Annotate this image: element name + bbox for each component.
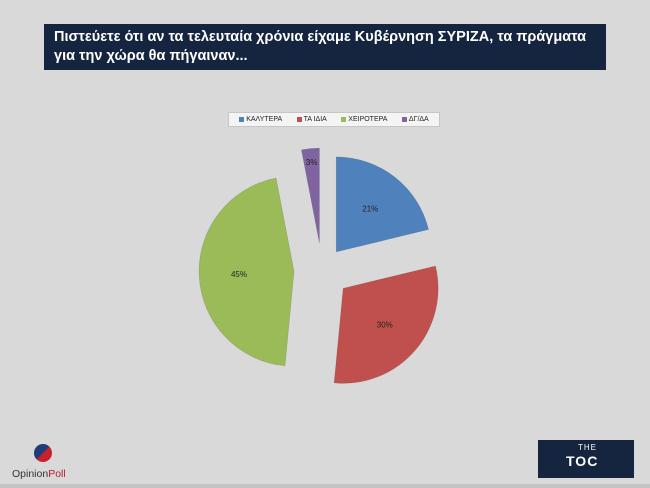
logo-text-poll: Poll (48, 468, 66, 480)
logo-text: OpinionPoll (12, 468, 66, 480)
page-title: Πιστεύετε ότι αν τα τελευταία χρόνια είχ… (44, 24, 606, 70)
logo-dot-icon (34, 444, 52, 462)
legend-swatch (296, 117, 302, 122)
legend-swatch (341, 117, 347, 122)
data-label-no-answer: 3% (306, 158, 318, 167)
pie-slice-better (335, 156, 429, 253)
legend-item-better: ΚΑΛΥΤΕΡΑ (239, 116, 282, 123)
logo-text-opinion: Opinion (12, 468, 49, 480)
legend-swatch (401, 117, 407, 122)
logo-toc-text: TOC (566, 453, 599, 469)
legend-item-no-answer: ΔΓ/ΔΑ (401, 116, 429, 123)
pie-slice-same (333, 265, 439, 384)
chart-legend: ΚΑΛΥΤΕΡΑ ΤΑ ΙΔΙΑ ΧΕΙΡΟΤΕΡΑ ΔΓ/ΔΑ (228, 112, 440, 127)
data-label-better: 21% (362, 205, 378, 214)
legend-item-same: ΤΑ ΙΔΙΑ (296, 116, 327, 123)
data-label-same: 30% (377, 320, 393, 329)
legend-label: ΚΑΛΥΤΕΡΑ (246, 116, 283, 123)
logo-the-text: THE (578, 443, 597, 452)
legend-label: ΔΓ/ΔΑ (408, 116, 429, 123)
legend-label: ΧΕΙΡΟΤΕΡΑ (348, 116, 388, 123)
opinionpoll-logo: OpinionPoll (8, 444, 88, 484)
data-label-worse: 45% (231, 270, 247, 279)
bottom-divider (0, 484, 650, 488)
thetoc-logo: THE TOC (538, 440, 634, 478)
legend-swatch (239, 117, 245, 122)
pie-slice-no-answer (301, 147, 320, 244)
legend-item-worse: ΧΕΙΡΟΤΕΡΑ (341, 116, 387, 123)
legend-label: ΤΑ ΙΔΙΑ (303, 116, 327, 123)
pie-slice-worse (198, 177, 295, 367)
